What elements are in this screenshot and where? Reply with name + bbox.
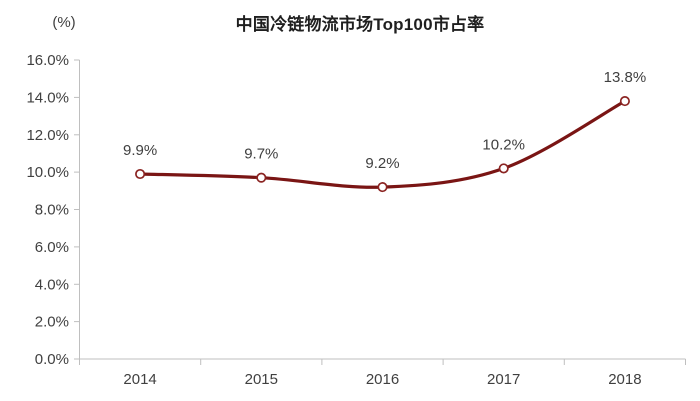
data-point-marker	[498, 163, 509, 174]
y-axis-tick-label: 12.0%	[26, 127, 69, 144]
data-point-label: 13.8%	[604, 69, 647, 86]
x-axis-tick-label: 2017	[487, 371, 520, 388]
data-point-label: 9.7%	[244, 146, 278, 163]
y-axis-tick-label: 0.0%	[35, 351, 69, 368]
y-axis-tick-label: 14.0%	[26, 89, 69, 106]
y-axis-tick-label: 10.0%	[26, 164, 69, 181]
series-line	[138, 99, 627, 189]
y-axis-tick-label: 4.0%	[35, 276, 69, 293]
x-axis-tick-label: 2015	[245, 371, 278, 388]
data-point-marker	[256, 172, 267, 183]
x-axis-tick-label: 2018	[608, 371, 641, 388]
y-axis-tick-label: 2.0%	[35, 314, 69, 331]
data-point-marker	[377, 182, 388, 193]
data-point-label: 10.2%	[482, 136, 525, 153]
y-axis-tick-label: 8.0%	[35, 202, 69, 219]
y-axis-tick-label: 16.0%	[26, 52, 69, 69]
data-point-label: 9.9%	[123, 142, 157, 159]
data-point-marker	[619, 96, 630, 107]
y-axis-tick-label: 6.0%	[35, 239, 69, 256]
data-point-label: 9.2%	[365, 155, 399, 172]
data-point-marker	[135, 168, 146, 180]
x-axis-tick-label: 2016	[366, 371, 399, 388]
chart-title: 中国冷链物流市场Top100市占率	[235, 15, 485, 34]
x-axis-tick-label: 2014	[123, 371, 156, 388]
y-axis-unit-label: (%)	[52, 14, 76, 31]
